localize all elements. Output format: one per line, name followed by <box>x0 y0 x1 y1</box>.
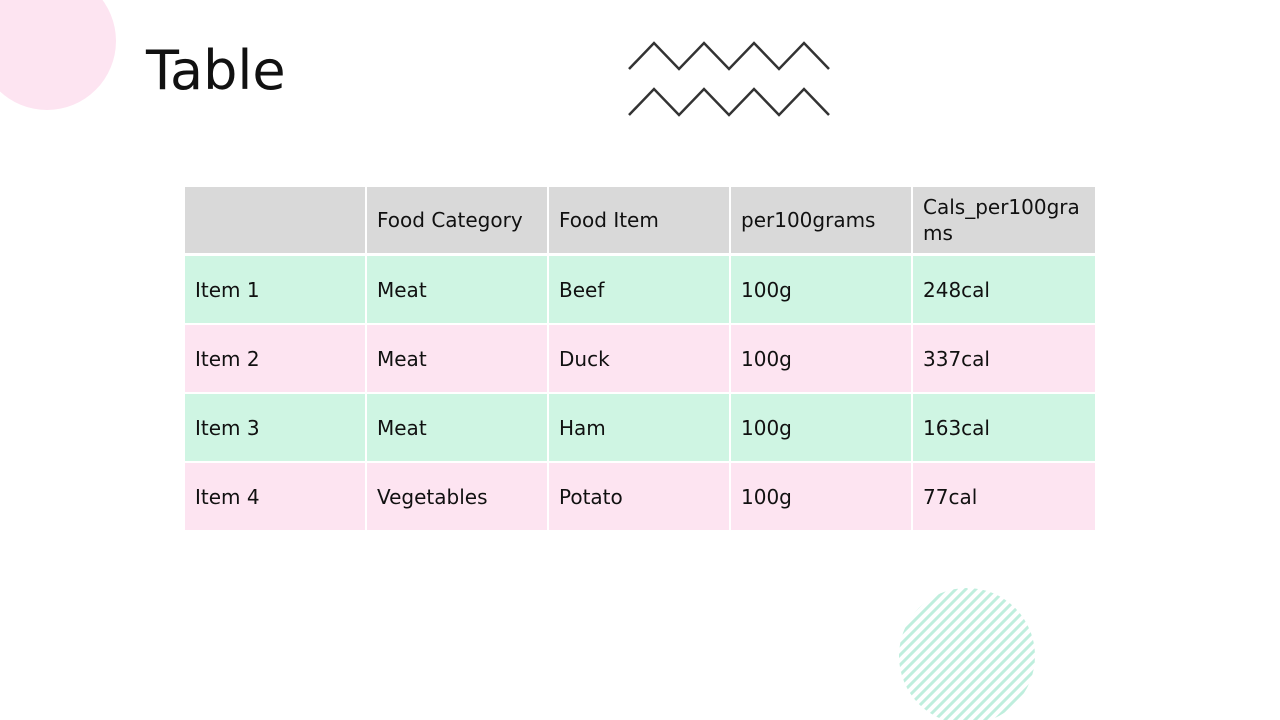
table-header-row: Food Category Food Item per100grams Cals… <box>185 187 1095 256</box>
hatch-line <box>899 588 1035 720</box>
calories-cell: 163cal <box>913 394 1095 463</box>
hatch-line <box>985 588 1035 720</box>
food-table: Food Category Food Item per100grams Cals… <box>185 187 1095 532</box>
hatch-line <box>935 588 1035 720</box>
hatch-line <box>899 588 1029 720</box>
amount-cell: 100g <box>731 394 913 463</box>
category-cell: Meat <box>367 256 549 325</box>
calories-cell: 77cal <box>913 463 1095 532</box>
food-cell: Ham <box>549 394 731 463</box>
food-cell: Potato <box>549 463 731 532</box>
hatch-line <box>899 588 979 720</box>
item-cell: Item 4 <box>185 463 367 532</box>
category-cell: Vegetables <box>367 463 549 532</box>
slide-title: Table <box>146 39 286 102</box>
hatch-line <box>899 588 999 720</box>
hatch-line <box>899 588 969 720</box>
hatch-line <box>899 588 949 720</box>
zigzag-decoration-icon <box>628 41 830 117</box>
header-cell-blank <box>185 187 367 256</box>
item-cell: Item 2 <box>185 325 367 394</box>
hatch-line <box>899 588 959 720</box>
header-cell-per100grams: per100grams <box>731 187 913 256</box>
hatch-line <box>965 588 1035 720</box>
hatch-line <box>899 588 989 720</box>
food-cell: Duck <box>549 325 731 394</box>
header-cell-food-category: Food Category <box>367 187 549 256</box>
calories-cell: 248cal <box>913 256 1095 325</box>
hatch-line <box>975 588 1035 720</box>
hatch-line <box>925 588 1035 720</box>
amount-cell: 100g <box>731 256 913 325</box>
category-cell: Meat <box>367 325 549 394</box>
item-cell: Item 1 <box>185 256 367 325</box>
amount-cell: 100g <box>731 325 913 394</box>
hatch-line <box>899 588 1009 720</box>
hatched-circle-decoration-icon <box>899 588 1035 720</box>
item-cell: Item 3 <box>185 394 367 463</box>
table-row: Item 1 Meat Beef 100g 248cal <box>185 256 1095 325</box>
table-row: Item 2 Meat Duck 100g 337cal <box>185 325 1095 394</box>
calories-cell: 337cal <box>913 325 1095 394</box>
table-row: Item 4 Vegetables Potato 100g 77cal <box>185 463 1095 532</box>
amount-cell: 100g <box>731 463 913 532</box>
hatch-line <box>945 588 1035 720</box>
table-row: Item 3 Meat Ham 100g 163cal <box>185 394 1095 463</box>
category-cell: Meat <box>367 394 549 463</box>
food-cell: Beef <box>549 256 731 325</box>
hatch-line <box>955 588 1035 720</box>
header-cell-food-item: Food Item <box>549 187 731 256</box>
circle-decoration-icon <box>0 0 116 110</box>
header-cell-cals-per100grams: Cals_per100grams <box>913 187 1095 256</box>
